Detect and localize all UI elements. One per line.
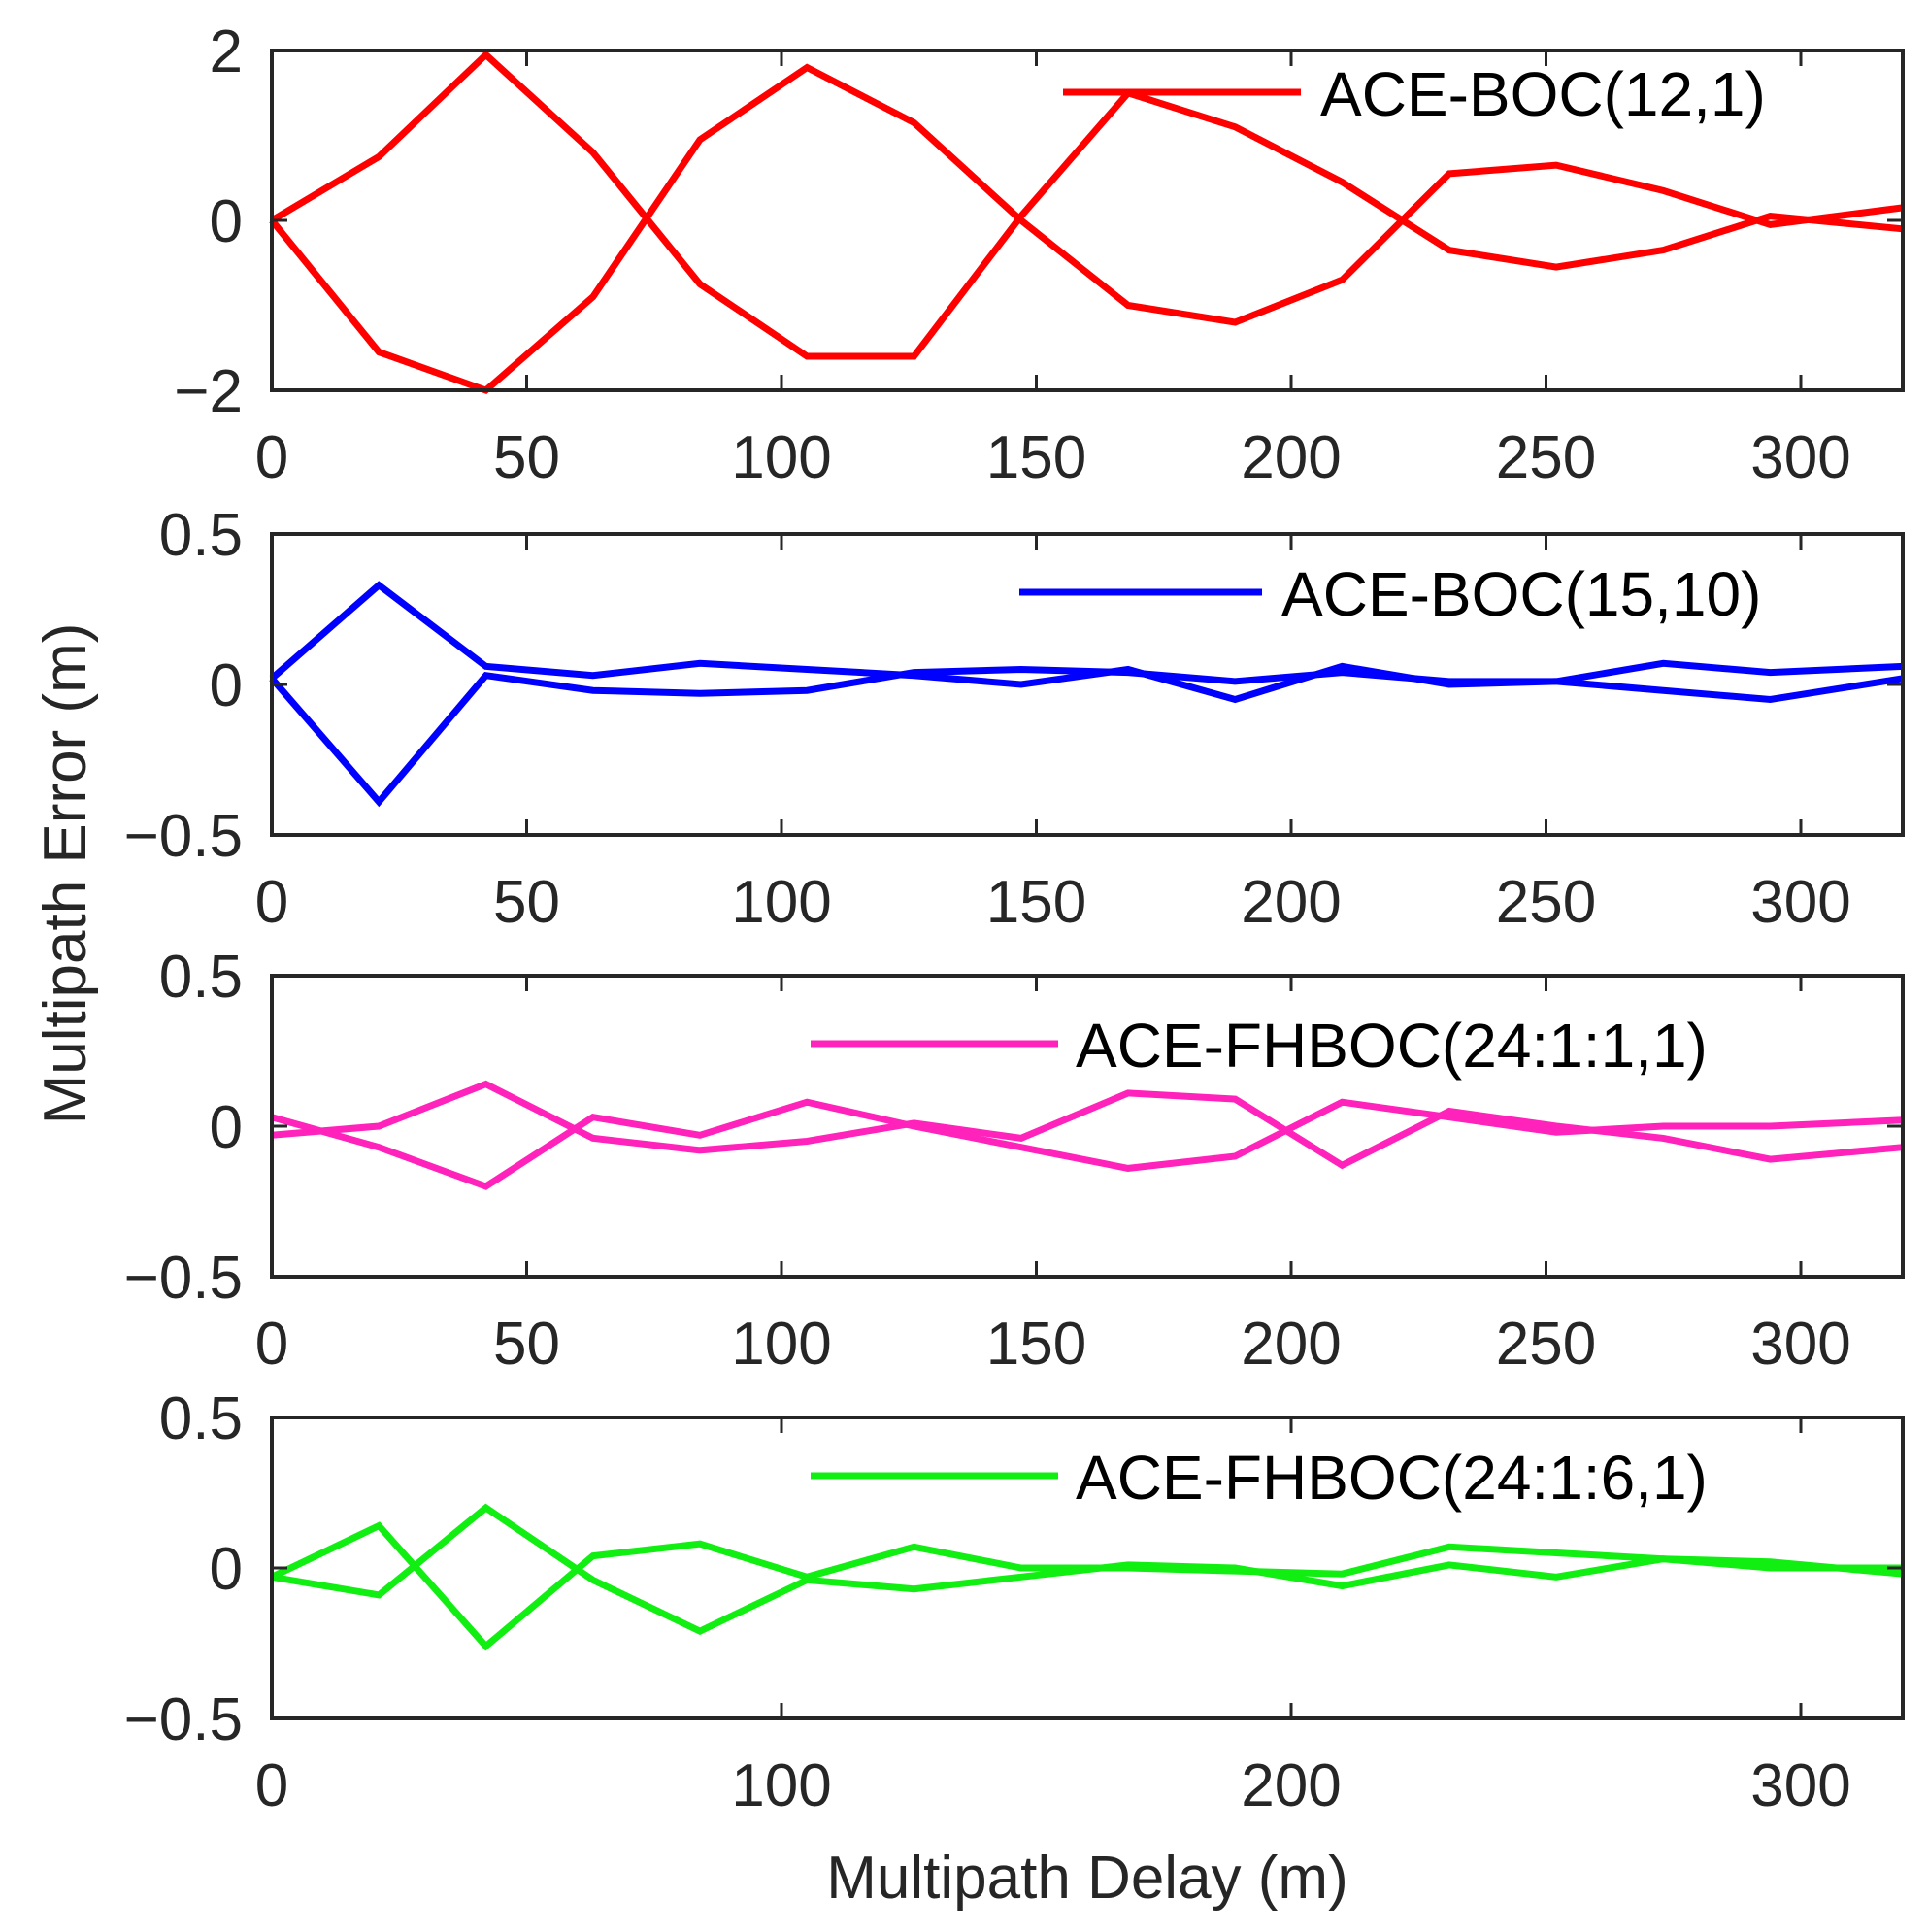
panel-2-ytick-label: 0 (210, 652, 243, 719)
panel-3-xtick-label: 100 (731, 1311, 831, 1378)
panel-2-ytick-label: 0.5 (159, 502, 243, 569)
panel-4-ytick-label: −0.5 (124, 1686, 243, 1753)
panel-1-xtick-label: 0 (255, 424, 288, 491)
panel-3-ytick-label: 0 (210, 1094, 243, 1161)
panel-3-series-lower (271, 1098, 1904, 1190)
panel-3-ytick-label: 0.5 (159, 944, 243, 1011)
panel-2-series-lower (269, 665, 1904, 808)
panel-2-series-upper (269, 581, 1904, 704)
panel-1-xtick-label: 300 (1750, 424, 1850, 491)
panel-4-xtick-label: 0 (255, 1752, 288, 1819)
panel-2-legend-label: ACE-BOC(15,10) (1281, 559, 1761, 629)
panel-1-ytick-label: 2 (210, 18, 243, 85)
chart-panel-3: 0 50 100 150 200 250 300−0.500.5ACE-FHBOC(24:1… (124, 944, 1905, 1378)
panel-2-xtick-label: 150 (986, 869, 1086, 936)
panel-2-ytick-label: −0.5 (124, 803, 243, 870)
panel-3-xtick-label: 250 (1496, 1311, 1596, 1378)
panel-3-xtick-label: 0 (255, 1311, 288, 1378)
panel-3-xtick-label: 50 (493, 1311, 560, 1378)
y-axis-label: Multipath Error (m) (32, 623, 99, 1125)
panel-4-legend-label: ACE-FHBOC(24:1:6,1) (1076, 1443, 1708, 1513)
panel-4-series-upper (270, 1521, 1904, 1651)
panel-3-legend-label: ACE-FHBOC(24:1:1,1) (1076, 1011, 1708, 1081)
panel-2-xtick-label: 0 (255, 869, 288, 936)
x-axis-label: Multipath Delay (m) (826, 1845, 1347, 1912)
panel-4-xtick-label: 100 (731, 1752, 831, 1819)
panel-1-xtick-label: 50 (493, 424, 560, 491)
panel-3-xtick-label: 300 (1750, 1311, 1850, 1378)
panel-1-xtick-label: 100 (731, 424, 831, 491)
panel-2-xtick-label: 50 (493, 869, 560, 936)
panel-2-xtick-label: 250 (1496, 869, 1596, 936)
panel-1-xtick-label: 150 (986, 424, 1086, 491)
panel-1-series-upper (270, 50, 1904, 360)
panel-1-ytick-label: −2 (174, 358, 243, 425)
panel-2-xtick-label: 300 (1750, 869, 1850, 936)
panel-1-ytick-label: 0 (210, 188, 243, 255)
panel-3-xtick-label: 200 (1241, 1311, 1341, 1378)
panel-4-xtick-label: 300 (1750, 1752, 1850, 1819)
panel-4-xtick-label: 200 (1241, 1752, 1341, 1819)
panel-4-ytick-label: 0.5 (159, 1385, 243, 1452)
panel-1-series-lower (269, 63, 1904, 394)
panel-4-ytick-label: 0 (210, 1536, 243, 1603)
panel-1-xtick-label: 200 (1241, 424, 1341, 491)
panel-3-ytick-label: −0.5 (124, 1245, 243, 1312)
panel-1-legend-label: ACE-BOC(12,1) (1320, 59, 1766, 129)
panel-2-xtick-label: 100 (731, 869, 831, 936)
panel-1-xtick-label: 250 (1496, 424, 1596, 491)
panel-3-xtick-label: 150 (986, 1311, 1086, 1378)
panel-2-xtick-label: 200 (1241, 869, 1341, 936)
panel-4-series-lower (271, 1503, 1903, 1635)
